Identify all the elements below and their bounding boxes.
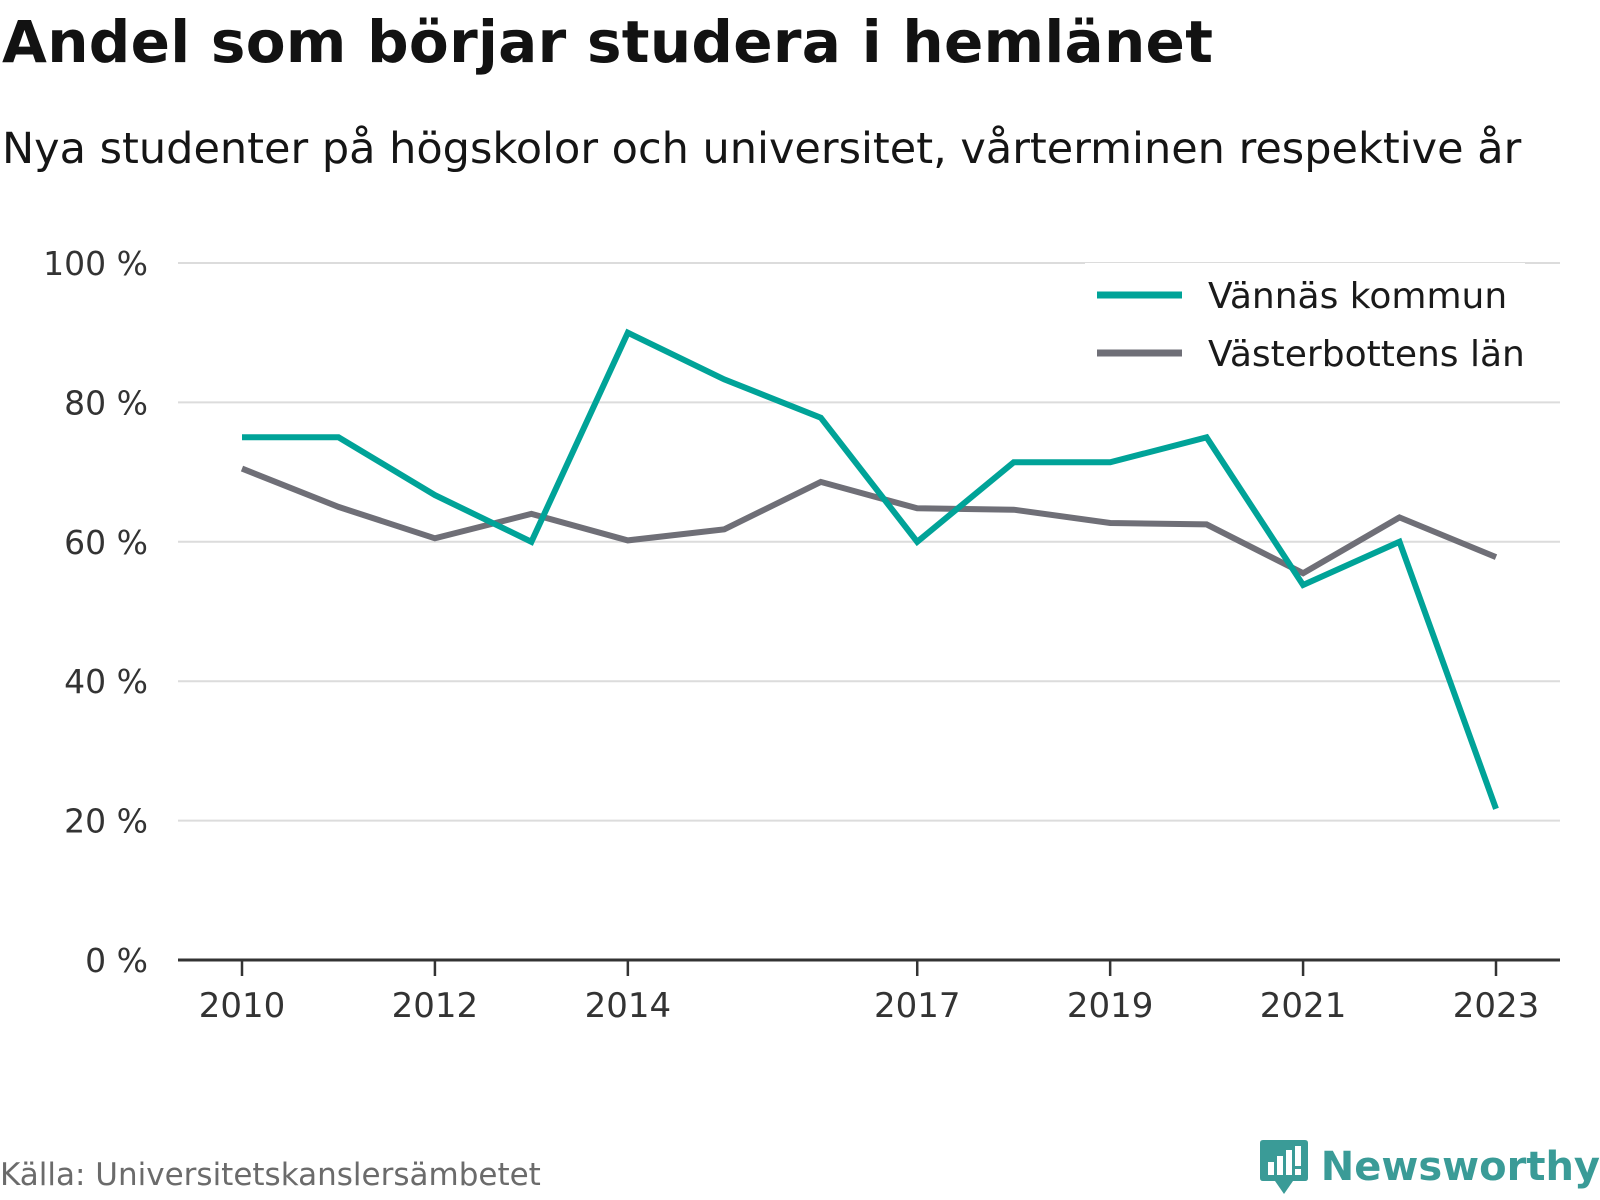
brand-logo: Newsworthy	[1259, 1138, 1600, 1196]
legend-label: Västerbottens län	[1208, 334, 1525, 375]
x-tick-label: 2023	[1453, 986, 1540, 1026]
series-line	[242, 328, 1499, 810]
chart-subtitle: Nya studenter på högskolor och universit…	[2, 124, 1522, 174]
legend-label: Vännäs kommun	[1208, 276, 1507, 317]
x-tick-label: 2019	[1067, 986, 1154, 1026]
x-tick-label: 2012	[392, 986, 479, 1026]
legend-background	[1085, 263, 1525, 388]
source-note: Källa: Universitetskanslersämbetet	[0, 1157, 541, 1193]
x-tick-label: 2010	[199, 986, 286, 1026]
x-tick-label: 2014	[585, 986, 672, 1026]
x-tick-label: 2021	[1260, 986, 1347, 1026]
x-axis: 2010 2012 2014 2017 2019 2021 2023	[178, 958, 1560, 1026]
y-tick-label: 100 %	[43, 244, 148, 283]
legend: Vännäs kommun Västerbottens län	[1085, 263, 1525, 388]
brand-name: Newsworthy	[1320, 1144, 1600, 1190]
newsworthy-logo-icon	[1259, 1140, 1308, 1194]
series-lines	[240, 328, 1499, 810]
y-tick-label: 60 %	[64, 523, 148, 562]
chart-title: Andel som börjar studera i hemlänet	[2, 8, 1214, 76]
y-tick-label: 80 %	[64, 383, 148, 422]
y-axis-labels: 0 % 20 % 40 % 60 % 80 % 100 %	[43, 244, 148, 980]
y-tick-label: 20 %	[64, 802, 148, 841]
line-chart: 0 %20 %40 %60 %80 %100 % 2010 2012 2014 201…	[43, 244, 1560, 1026]
y-tick-label: 40 %	[64, 662, 148, 701]
x-tick-label: 2017	[874, 986, 961, 1026]
y-tick-label: 0 %	[85, 941, 148, 980]
